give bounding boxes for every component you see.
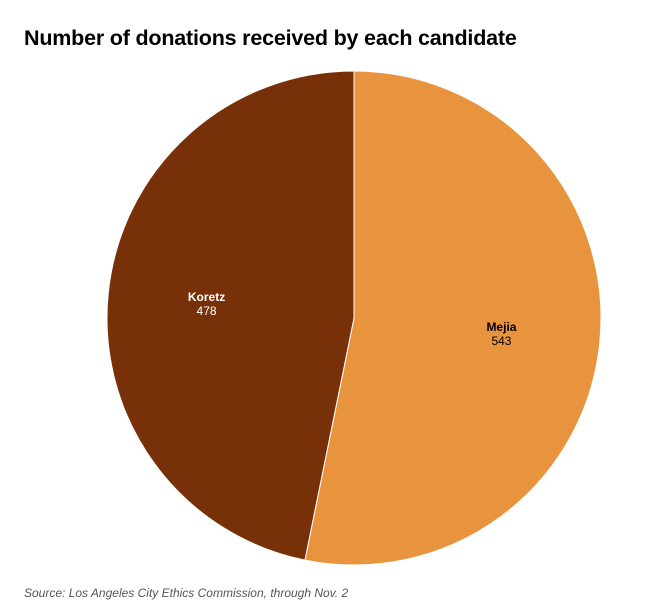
slice-label-koretz: Koretz: [188, 290, 225, 304]
slice-value-mejia: 543: [491, 334, 511, 348]
pie-slices: [106, 70, 602, 566]
pie-slice-mejia: [304, 70, 602, 566]
chart-title: Number of donations received by each can…: [24, 26, 517, 50]
slice-label-mejia: Mejia: [486, 320, 516, 334]
source-note: Source: Los Angeles City Ethics Commissi…: [24, 586, 349, 600]
slice-value-koretz: 478: [197, 304, 217, 318]
pie-slice-koretz: [106, 70, 355, 561]
